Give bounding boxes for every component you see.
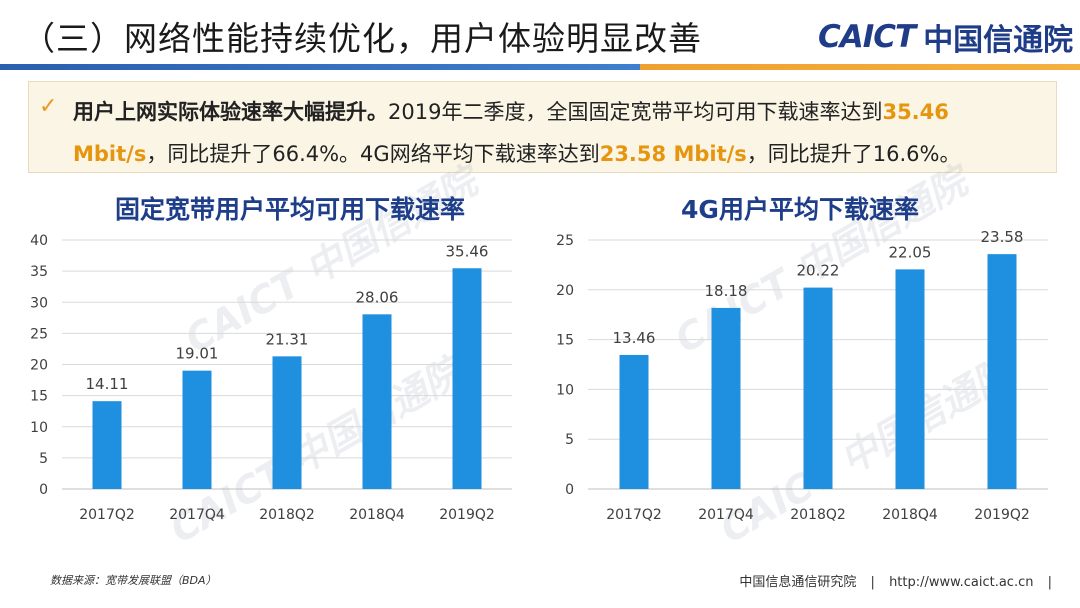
x-tick-label: 2018Q4 [349, 507, 405, 523]
summary-text-3: ，同比提升了16.6%。 [746, 142, 961, 166]
check-icon: ✓ [39, 94, 58, 119]
y-tick-label: 40 [30, 233, 48, 249]
data-label: 18.18 [705, 282, 748, 300]
y-tick-label: 5 [565, 432, 574, 448]
y-tick-label: 25 [556, 233, 574, 249]
page-title: （三）网络性能持续优化，用户体验明显改善 [22, 19, 702, 58]
data-label: 21.31 [266, 330, 309, 348]
footer-org: 中国信息通信研究院 [739, 575, 857, 590]
summary-lead: 用户上网实际体验速率大幅提升。 [73, 100, 388, 124]
bar [987, 254, 1017, 489]
data-label: 35.46 [446, 242, 489, 260]
summary-value-1-unit: Mbit/s [73, 142, 147, 166]
summary-box: ✓ 用户上网实际体验速率大幅提升。2019年二季度，全国固定宽带平均可用下载速率… [28, 81, 1057, 173]
x-tick-label: 2018Q2 [259, 507, 315, 523]
summary-text-1: 2019年二季度，全国固定宽带平均可用下载速率达到 [388, 100, 883, 124]
y-tick-label: 0 [39, 482, 48, 498]
logo-chinese: 中国信通院 [923, 23, 1074, 58]
y-tick-label: 0 [565, 482, 574, 498]
x-tick-label: 2018Q2 [790, 507, 846, 523]
bar [711, 307, 741, 489]
summary-text-2: ，同比提升了66.4%。4G网络平均下载速率达到 [146, 142, 600, 166]
chart-title-broadband: 固定宽带用户平均可用下载速率 [114, 195, 465, 224]
data-label: 22.05 [889, 243, 932, 261]
y-tick-label: 15 [30, 389, 48, 405]
summary-value-2: 23.58 Mbit/s [599, 142, 747, 166]
logo-english: CAICT [818, 19, 916, 55]
x-tick-label: 2019Q2 [974, 507, 1030, 523]
header-divider-orange [640, 64, 1080, 70]
bar [895, 269, 925, 489]
footer-separator: | [870, 575, 875, 590]
y-tick-label: 20 [556, 283, 574, 299]
bar [452, 268, 482, 489]
summary-value-1: 35.46 [882, 100, 949, 124]
4g-speed-chart: 0 5 10 15 20 25 13.46 2017Q2 18.18 2017Q4 20.22 201… [556, 228, 1048, 523]
y-tick-label: 10 [30, 420, 48, 436]
summary-line-1: 用户上网实际体验速率大幅提升。2019年二季度，全国固定宽带平均可用下载速率达到… [73, 96, 949, 126]
bar [803, 287, 833, 489]
x-tick-label: 2018Q4 [882, 507, 938, 523]
x-tick-label: 2017Q2 [606, 507, 662, 523]
x-tick-label: 2017Q4 [698, 507, 754, 523]
summary-line-2: Mbit/s，同比提升了66.4%。4G网络平均下载速率达到23.58 Mbit… [73, 138, 961, 168]
y-tick-label: 5 [39, 451, 48, 467]
bar [92, 401, 122, 489]
data-label: 28.06 [356, 288, 399, 306]
bar [362, 314, 392, 489]
broadband-speed-chart: 0 5 10 15 20 25 30 35 40 14.11 2017Q2 19.01 2017Q4 21… [30, 233, 512, 523]
footer-end-mark: | [1047, 575, 1052, 590]
y-tick-label: 25 [30, 326, 48, 342]
bar [272, 356, 302, 489]
y-tick-label: 20 [30, 358, 48, 374]
y-tick-label: 30 [30, 295, 48, 311]
bar [182, 370, 212, 489]
y-tick-label: 10 [556, 382, 574, 398]
x-tick-label: 2017Q4 [169, 507, 225, 523]
data-label: 14.11 [86, 375, 129, 393]
caict-logo: CAICT 中国信通院 [818, 18, 1074, 58]
header-divider-blue [0, 64, 640, 70]
y-tick-label: 35 [30, 264, 48, 280]
x-tick-label: 2019Q2 [439, 507, 495, 523]
data-label: 13.46 [613, 329, 656, 347]
y-tick-label: 15 [556, 333, 574, 349]
footer-url[interactable]: http://www.caict.ac.cn [889, 575, 1034, 590]
data-label: 19.01 [176, 345, 219, 363]
bar [619, 354, 649, 489]
chart-title-4g: 4G用户平均下载速率 [681, 195, 919, 224]
data-label: 20.22 [797, 262, 840, 280]
x-tick-label: 2017Q2 [79, 507, 135, 523]
data-label: 23.58 [981, 228, 1024, 246]
footer-org-info: 中国信息通信研究院 | http://www.caict.ac.cn | [739, 571, 1052, 590]
data-source: 数据来源：宽带发展联盟（BDA） [50, 574, 217, 587]
